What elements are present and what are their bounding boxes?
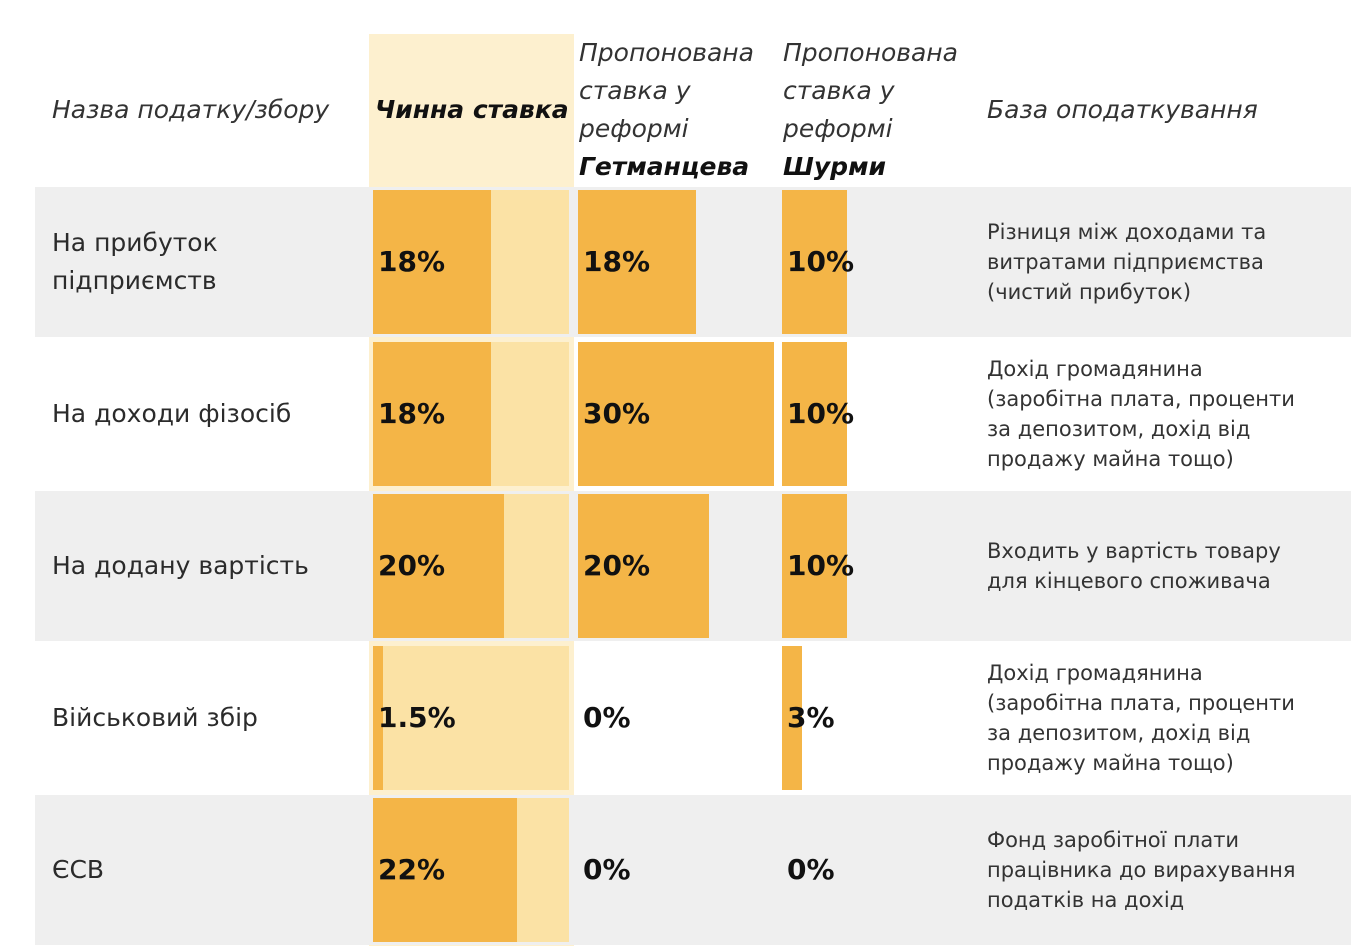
rate-bar-current bbox=[373, 342, 491, 486]
rate-label-getmantsev: 0% bbox=[583, 701, 631, 734]
rate-label-getmantsev: 0% bbox=[583, 853, 631, 886]
rate-cell-current: 18% bbox=[373, 190, 569, 334]
tax-base-description: Дохід громадянина (заробітна плата, проце… bbox=[987, 354, 1327, 474]
rate-cell-getmantsev: 18% bbox=[578, 190, 774, 334]
bar-track bbox=[373, 646, 569, 790]
rate-bar-shurma bbox=[782, 190, 847, 334]
rate-label-getmantsev: 18% bbox=[583, 245, 651, 278]
rate-cell-getmantsev: 20% bbox=[578, 494, 774, 638]
rate-bar-shurma bbox=[782, 646, 802, 790]
rate-label-current: 18% bbox=[378, 397, 446, 430]
tax-name-line: На доходи фізосіб bbox=[52, 399, 292, 428]
tax-name: Військовий збір bbox=[52, 699, 258, 737]
tax-base-line: для кінцевого споживача bbox=[987, 569, 1271, 593]
rate-cell-current: 22% bbox=[373, 798, 569, 942]
rate-cell-current: 18% bbox=[373, 342, 569, 486]
tax-base-line: за депозитом, дохід від bbox=[987, 721, 1251, 745]
tax-base-line: (заробітна плата, проценти bbox=[987, 691, 1295, 715]
table-row-background bbox=[35, 795, 1351, 945]
rate-label-shurma: 0% bbox=[787, 853, 835, 886]
rate-bar-getmantsev bbox=[578, 494, 709, 638]
tax-base-description: Фонд заробітної плати працівника до вирах… bbox=[987, 825, 1327, 915]
header-getmantsev: Пропонована ставка у реформі Гетманцева bbox=[579, 38, 754, 181]
current-rate-column-highlight bbox=[369, 34, 574, 946]
tax-base-line: продажу майна тощо) bbox=[987, 751, 1234, 775]
tax-base-line: Різниця між доходами та bbox=[987, 220, 1267, 244]
rate-cell-shurma: 0% bbox=[782, 798, 978, 942]
rate-label-getmantsev: 30% bbox=[583, 397, 651, 430]
rate-label-current: 1.5% bbox=[378, 701, 456, 734]
tax-name-line: ЄСВ bbox=[52, 855, 105, 884]
tax-base-line: податків на дохід bbox=[987, 888, 1185, 912]
tax-base-line: Фонд заробітної плати bbox=[987, 828, 1240, 852]
rate-label-current: 18% bbox=[378, 245, 446, 278]
tax-base-line: Дохід громадянина bbox=[987, 661, 1203, 685]
rate-bar-current bbox=[373, 646, 383, 790]
rate-cell-current: 1.5% bbox=[373, 646, 569, 790]
rate-cell-shurma: 10% bbox=[782, 494, 978, 638]
tax-base-line: продажу майна тощо) bbox=[987, 447, 1234, 471]
tax-name: На доходи фізосіб bbox=[52, 395, 291, 433]
header-tax-name: Назва податку/збору bbox=[52, 95, 330, 124]
tax-name: На додану вартість bbox=[52, 547, 309, 585]
tax-name: ЄСВ bbox=[52, 851, 104, 889]
header-current-rate: Чинна ставка bbox=[375, 95, 569, 124]
rate-label-current: 22% bbox=[378, 853, 446, 886]
header-tax-base: База оподаткування bbox=[987, 95, 1258, 124]
rate-cell-shurma: 10% bbox=[782, 190, 978, 334]
tax-base-line: працівника до вирахування bbox=[987, 858, 1296, 882]
rate-bar-shurma bbox=[782, 342, 847, 486]
rate-bar-current bbox=[373, 798, 517, 942]
tax-base-description: Входить у вартість товару для кінцевого с… bbox=[987, 536, 1327, 596]
tax-base-line: (заробітна плата, проценти bbox=[987, 387, 1295, 411]
table-header: Назва податку/збору Чинна ставка Пропоно… bbox=[0, 34, 1358, 186]
tax-name-line: Військовий збір bbox=[52, 703, 258, 732]
rate-cell-getmantsev: 0% bbox=[578, 798, 774, 942]
tax-name: На прибуток підприємств bbox=[52, 224, 218, 300]
tax-base-description: Дохід громадянина (заробітна плата, проце… bbox=[987, 658, 1327, 778]
rate-cell-getmantsev: 30% bbox=[578, 342, 774, 486]
tax-name-line: підприємств bbox=[52, 266, 217, 295]
tax-base-line: за депозитом, дохід від bbox=[987, 417, 1251, 441]
rate-bar-getmantsev bbox=[578, 342, 774, 486]
rate-bar-getmantsev bbox=[578, 190, 696, 334]
tax-name-line: На додану вартість bbox=[52, 551, 309, 580]
tax-base-line: витратами підприємства bbox=[987, 250, 1264, 274]
rate-label-shurma: 10% bbox=[787, 245, 855, 278]
rate-label-shurma: 10% bbox=[787, 549, 855, 582]
rate-cell-shurma: 3% bbox=[782, 646, 978, 790]
rate-cell-shurma: 10% bbox=[782, 342, 978, 486]
rate-label-shurma: 10% bbox=[787, 397, 855, 430]
rate-bar-current bbox=[373, 190, 491, 334]
tax-base-description: Різниця між доходами та витратами підприє… bbox=[987, 217, 1327, 307]
rate-cell-current: 20% bbox=[373, 494, 569, 638]
rate-label-current: 20% bbox=[378, 549, 446, 582]
rate-label-getmantsev: 20% bbox=[583, 549, 651, 582]
rate-bar-shurma bbox=[782, 494, 847, 638]
tax-base-line: Дохід громадянина bbox=[987, 357, 1203, 381]
rate-bar-current bbox=[373, 494, 504, 638]
tax-name-line: На прибуток bbox=[52, 228, 218, 257]
header-shurma: Пропонована ставка у реформі Шурми bbox=[783, 38, 958, 181]
rate-label-shurma: 3% bbox=[787, 701, 835, 734]
rate-cell-getmantsev: 0% bbox=[578, 646, 774, 790]
tax-base-line: (чистий прибуток) bbox=[987, 280, 1192, 304]
tax-base-line: Входить у вартість товару bbox=[987, 539, 1281, 563]
